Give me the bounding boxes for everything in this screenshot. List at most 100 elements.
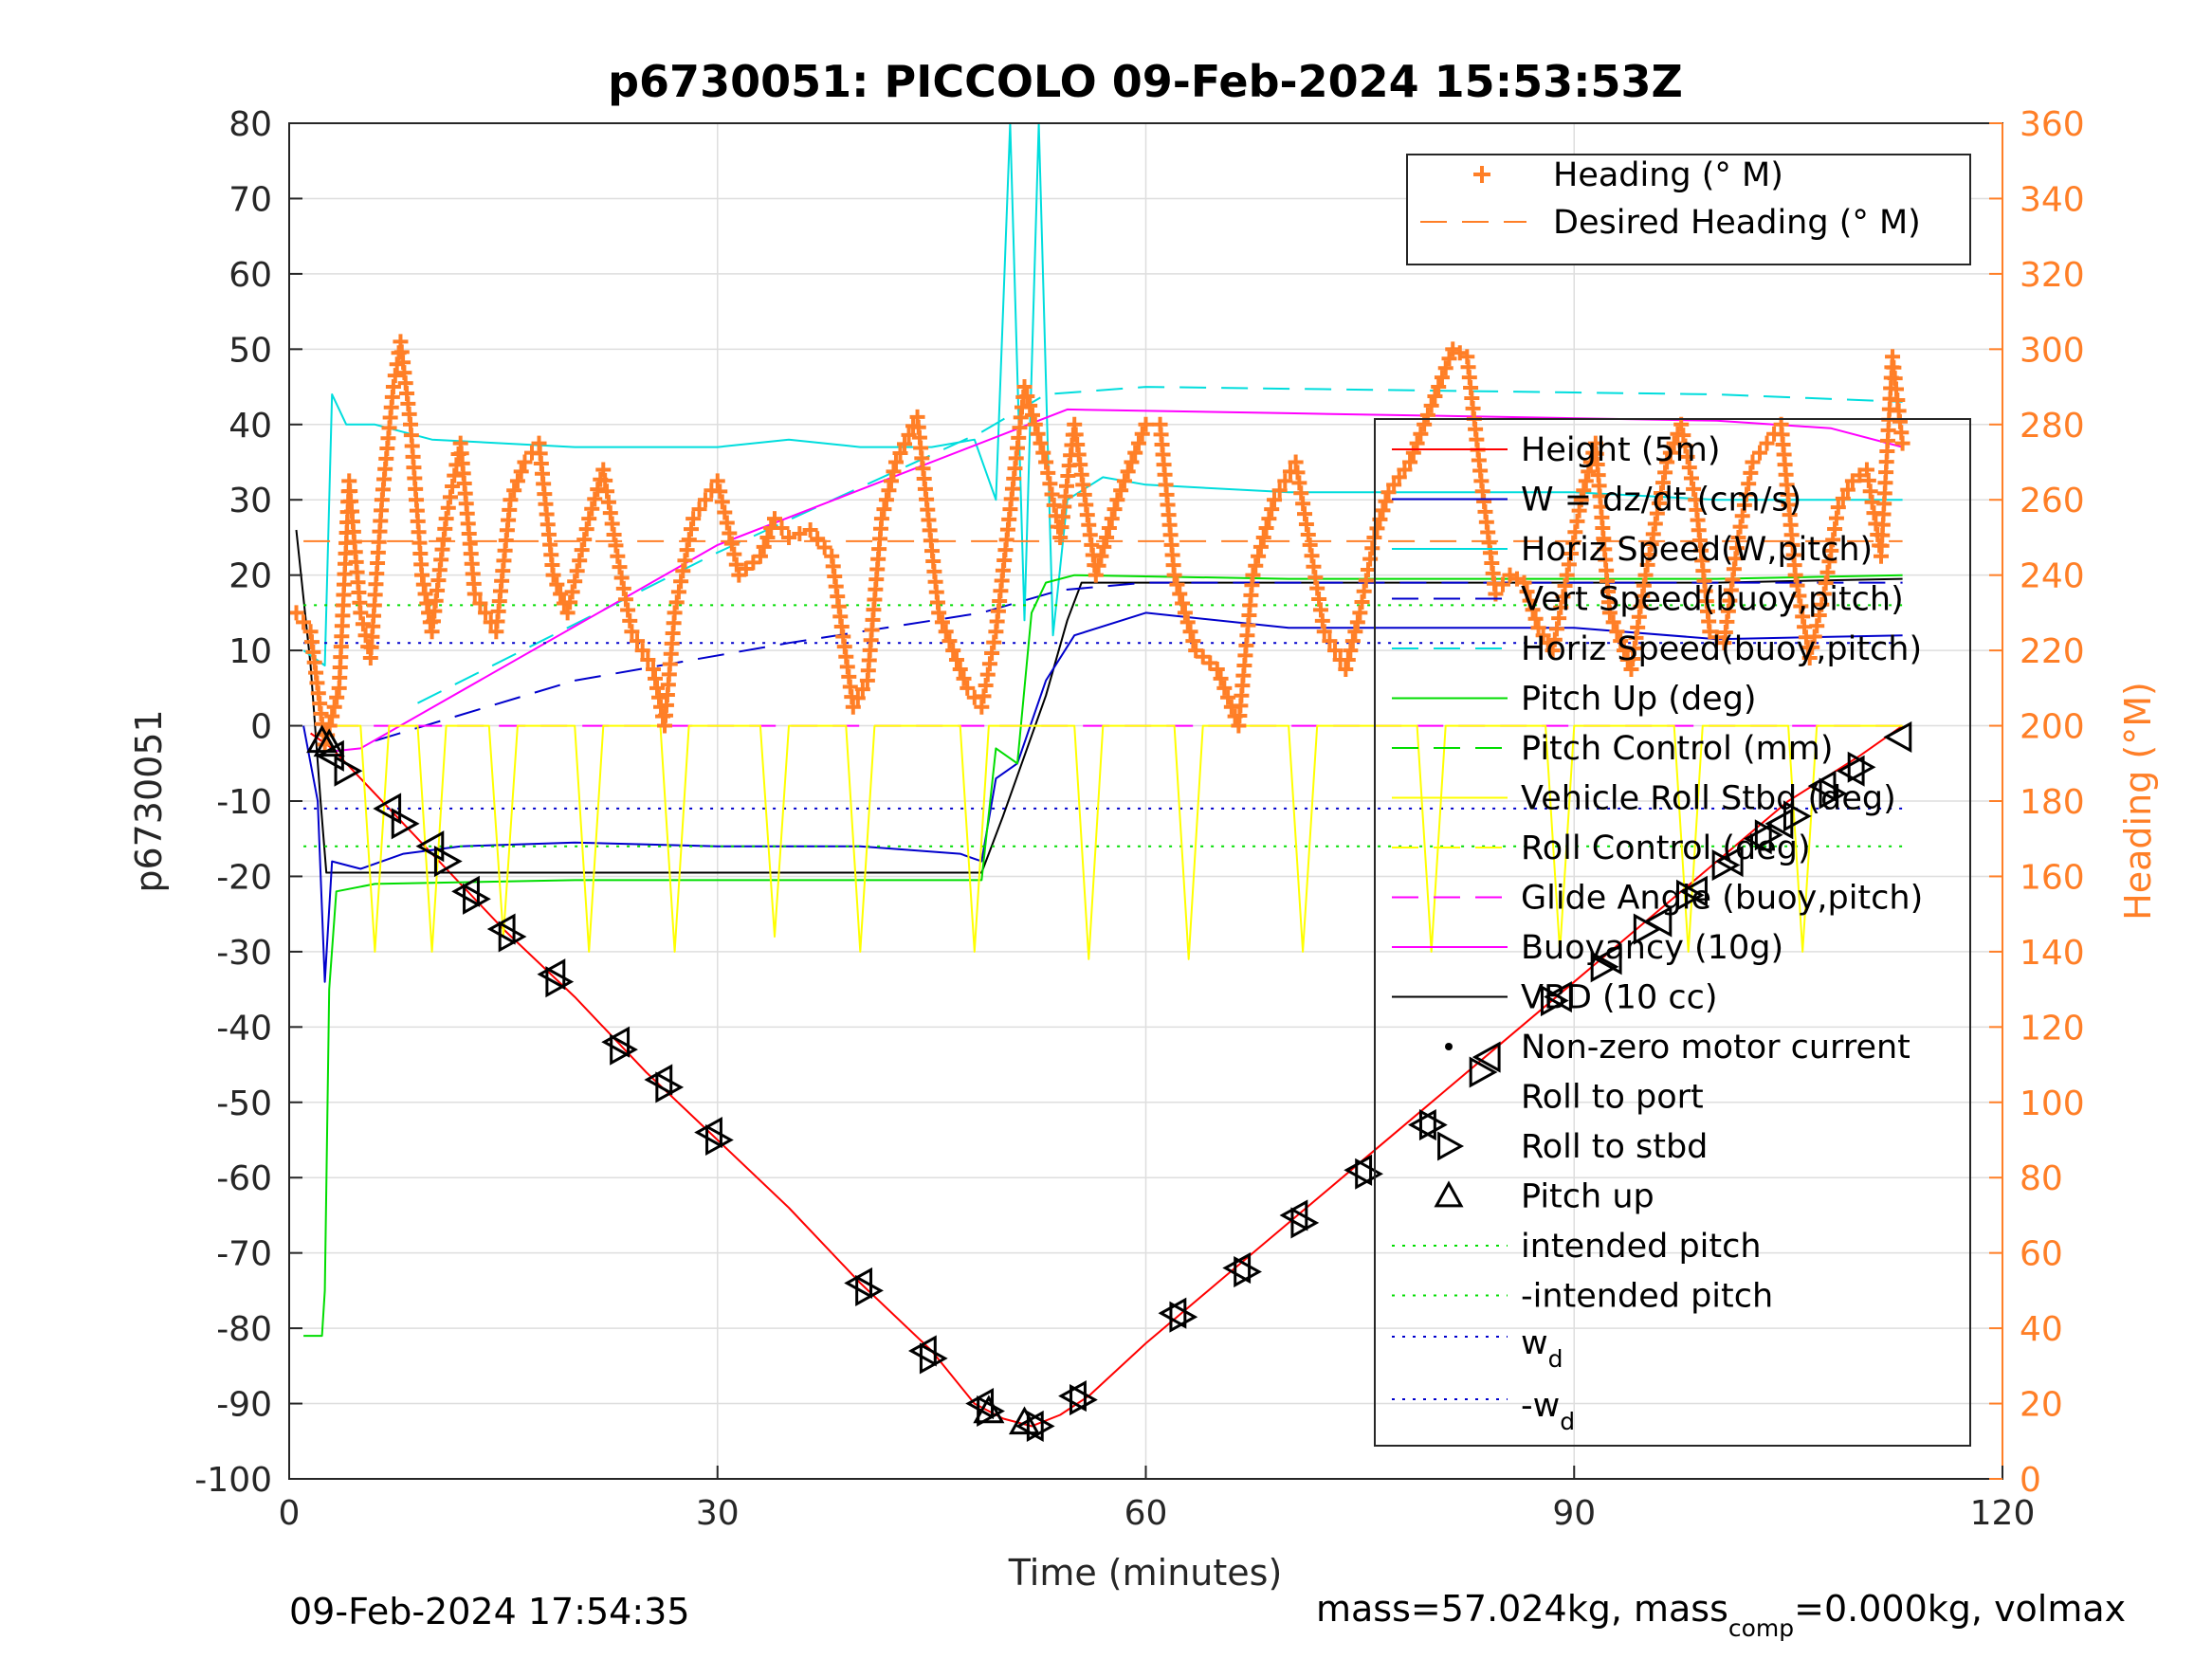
point-heading-m-218 [634, 643, 650, 659]
marker-roll-to-stbd-9 [855, 1274, 884, 1306]
point-heading-m-166 [509, 473, 525, 489]
x-tick-label-60: 60 [1124, 1494, 1168, 1533]
point-heading-m-593 [1559, 567, 1575, 583]
marker-roll-to-port-27 [1807, 770, 1837, 802]
legend-entry-vehicle-roll-stbd-deg: Vehicle Roll Stbd (deg) [1521, 780, 1896, 818]
point-heading-m-209 [610, 548, 626, 564]
point-heading-m-596 [1565, 535, 1581, 551]
point-heading-m-487 [1255, 529, 1271, 545]
marker-roll-to-stbd-22 [1633, 913, 1662, 945]
y-tick-label-left-100: -100 [194, 1461, 272, 1500]
point-heading-m-626 [1616, 643, 1632, 659]
y-tick-label-right-0: 0 [2020, 1461, 2041, 1500]
point-heading-m-307 [873, 511, 889, 527]
legend-entry-desired-heading-m: Desired Heading (° M) [1553, 204, 1921, 242]
point-heading-m-657 [1683, 470, 1699, 486]
y-tick-label-left-0: 0 [250, 708, 272, 747]
y-tick-label-right-260: 260 [2020, 482, 2085, 520]
point-heading-m-424 [1101, 520, 1117, 537]
point-heading-m-316 [901, 427, 917, 443]
marker-roll-to-port-10 [908, 1335, 937, 1367]
point-heading-m-270 [802, 522, 818, 538]
point-heading-m-642 [1647, 516, 1663, 532]
point-heading-m-242 [677, 553, 693, 569]
marker-roll-to-stbd-18 [1418, 1109, 1448, 1141]
marker-roll-to-port-13 [1058, 1380, 1087, 1413]
point-heading-m-219 [640, 652, 656, 668]
point-heading-m-184 [549, 576, 565, 592]
point-heading-m-458 [1185, 633, 1201, 649]
y-tick-label-right-220: 220 [2020, 632, 2085, 671]
series-heading-m [289, 334, 1910, 753]
y-tick-label-left-20: 20 [229, 557, 272, 596]
point-heading-m-247 [691, 501, 707, 518]
point-heading-m-582 [1527, 611, 1544, 627]
y-tick-label-right-40: 40 [2020, 1310, 2063, 1349]
point-heading-m-253 [717, 504, 733, 520]
y-tick-label-right-360: 360 [2020, 105, 2085, 144]
legend-entry-buoyancy-10g: Buoyancy (10g) [1521, 929, 1783, 967]
point-heading-m-352 [984, 645, 1000, 661]
point-heading-m-272 [816, 539, 832, 556]
point-heading-m-483 [1245, 567, 1261, 583]
marker-roll-to-port-29 [1883, 720, 1912, 754]
marker-roll-to-port-1 [373, 793, 402, 825]
point-heading-m-464 [1216, 680, 1233, 696]
point-heading-m-238 [668, 594, 685, 611]
point-heading-m-250 [709, 473, 725, 489]
point-heading-m-531 [1375, 502, 1391, 519]
y-tick-label-left-80: -80 [216, 1310, 272, 1349]
marker-roll-to-port-17 [1344, 1154, 1373, 1186]
footer-mass: mass=57.024kg, masscomp=0.000kg, volmax [1316, 1588, 2126, 1642]
footer-timestamp: 09-Feb-2024 17:54:35 [289, 1591, 690, 1632]
point-heading-m-578 [1516, 574, 1532, 591]
marker-roll-to-stbd-24 [1711, 848, 1741, 882]
point-heading-m-216 [624, 624, 640, 640]
point-heading-m-484 [1248, 557, 1264, 574]
point-heading-m-185 [553, 586, 569, 602]
point-heading-m-192 [572, 553, 588, 569]
point-heading-m-187 [559, 605, 576, 621]
y-tick-label-right-20: 20 [2020, 1386, 2063, 1425]
point-heading-m-241 [675, 563, 691, 579]
legend-entry-pitch-up-deg: Pitch Up (deg) [1521, 681, 1757, 719]
legend-heading: Heading (° M) Desired Heading (° M) [1406, 154, 1971, 265]
point-heading-m-492 [1271, 483, 1288, 499]
legend-main: Height (5m) W = dz/dt (cm/s) Horiz Speed(W… [1374, 418, 1971, 1447]
point-heading-m-538 [1405, 445, 1421, 461]
point-heading-m-237 [667, 605, 683, 621]
point-heading-m-342 [948, 652, 964, 668]
point-heading-m-430 [1120, 464, 1136, 480]
point-heading-m-254 [719, 515, 735, 531]
point-heading-m-348 [976, 688, 992, 704]
point-heading-m-597 [1567, 524, 1583, 540]
point-heading-m-267 [774, 520, 790, 537]
series-vehicle-roll-stbd-deg [332, 724, 1903, 960]
marker-roll-to-stbd-13 [1069, 1384, 1098, 1416]
point-heading-m-343 [952, 661, 968, 677]
point-heading-m-420 [1090, 557, 1106, 574]
point-heading-m-548 [1441, 351, 1457, 367]
point-heading-m-214 [620, 602, 636, 618]
point-heading-m-52 [353, 605, 369, 621]
point-heading-m-516 [1340, 652, 1356, 668]
point-heading-m-258 [728, 556, 744, 573]
point-heading-m-529 [1369, 520, 1385, 537]
point-heading-m-220 [645, 661, 661, 677]
point-heading-m-126 [440, 500, 456, 516]
point-heading-m-601 [1576, 483, 1592, 499]
legend-swatch-non-zero-motor-current [1445, 1043, 1453, 1050]
point-heading-m-351 [981, 656, 997, 672]
point-heading-m-425 [1104, 511, 1120, 527]
point-heading-m-385 [1035, 445, 1051, 461]
point-heading-m-339 [938, 624, 954, 640]
marker-roll-to-port-28 [1836, 755, 1865, 787]
point-heading-m-195 [578, 521, 594, 538]
legend-swatch-roll-to-stbd [1437, 1131, 1465, 1161]
point-heading-m-643 [1649, 505, 1665, 521]
marker-roll-to-port-26 [1764, 808, 1794, 840]
legend-entry-roll-to-stbd: Roll to stbd [1521, 1128, 1708, 1166]
point-heading-m-721 [1809, 618, 1825, 634]
point-heading-m-251 [712, 483, 728, 500]
point-heading-m-340 [941, 633, 958, 649]
